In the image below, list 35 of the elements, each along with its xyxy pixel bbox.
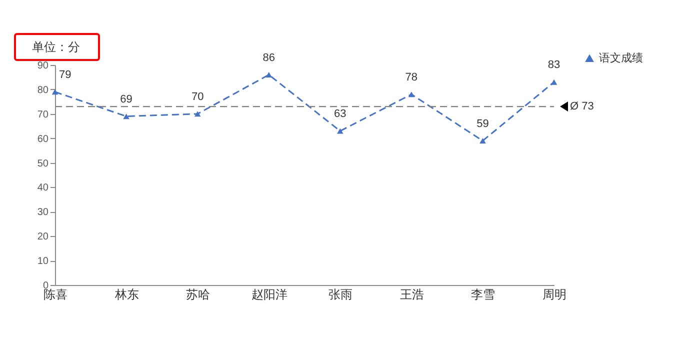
point: [194, 111, 201, 117]
y-tick-label: 30: [37, 207, 49, 218]
legend-label: 语文成绩: [599, 52, 643, 64]
y-tick-label: 90: [37, 60, 49, 72]
y-tick-label: 20: [37, 232, 49, 243]
y-tick-label: 60: [37, 134, 49, 145]
point: [408, 92, 415, 98]
x-tick-label: 王浩: [400, 288, 424, 302]
x-tick-label: 李雪: [471, 288, 496, 302]
data-label: 63: [334, 108, 346, 120]
x-tick-label: 周明: [542, 288, 566, 302]
ref-line-label: Ø 73: [570, 100, 594, 113]
data-label: 59: [476, 118, 489, 130]
data-label: 69: [120, 93, 132, 106]
data-label: 83: [548, 59, 560, 72]
data-label: 86: [262, 52, 275, 64]
data-label: 79: [59, 68, 72, 81]
y-tick-label: 40: [37, 182, 49, 194]
y-tick-label: 10: [37, 256, 49, 268]
point: [52, 89, 58, 95]
x-tick-label: 陈喜: [44, 288, 68, 302]
y-tick-label: 50: [37, 158, 49, 170]
point: [550, 79, 558, 85]
data-label: 78: [405, 71, 418, 84]
point: [480, 138, 486, 144]
data-label: 70: [191, 90, 204, 103]
x-tick-label: 苏哈: [186, 288, 210, 302]
y-tick-label: 70: [37, 109, 49, 120]
y-tick-label: 80: [37, 84, 49, 96]
x-tick-label: 张雨: [328, 288, 353, 302]
point: [336, 128, 344, 134]
x-tick-label: 林东: [114, 288, 139, 302]
x-tick-label: 赵阳洋: [251, 288, 288, 302]
point: [266, 72, 272, 78]
point: [123, 114, 130, 120]
